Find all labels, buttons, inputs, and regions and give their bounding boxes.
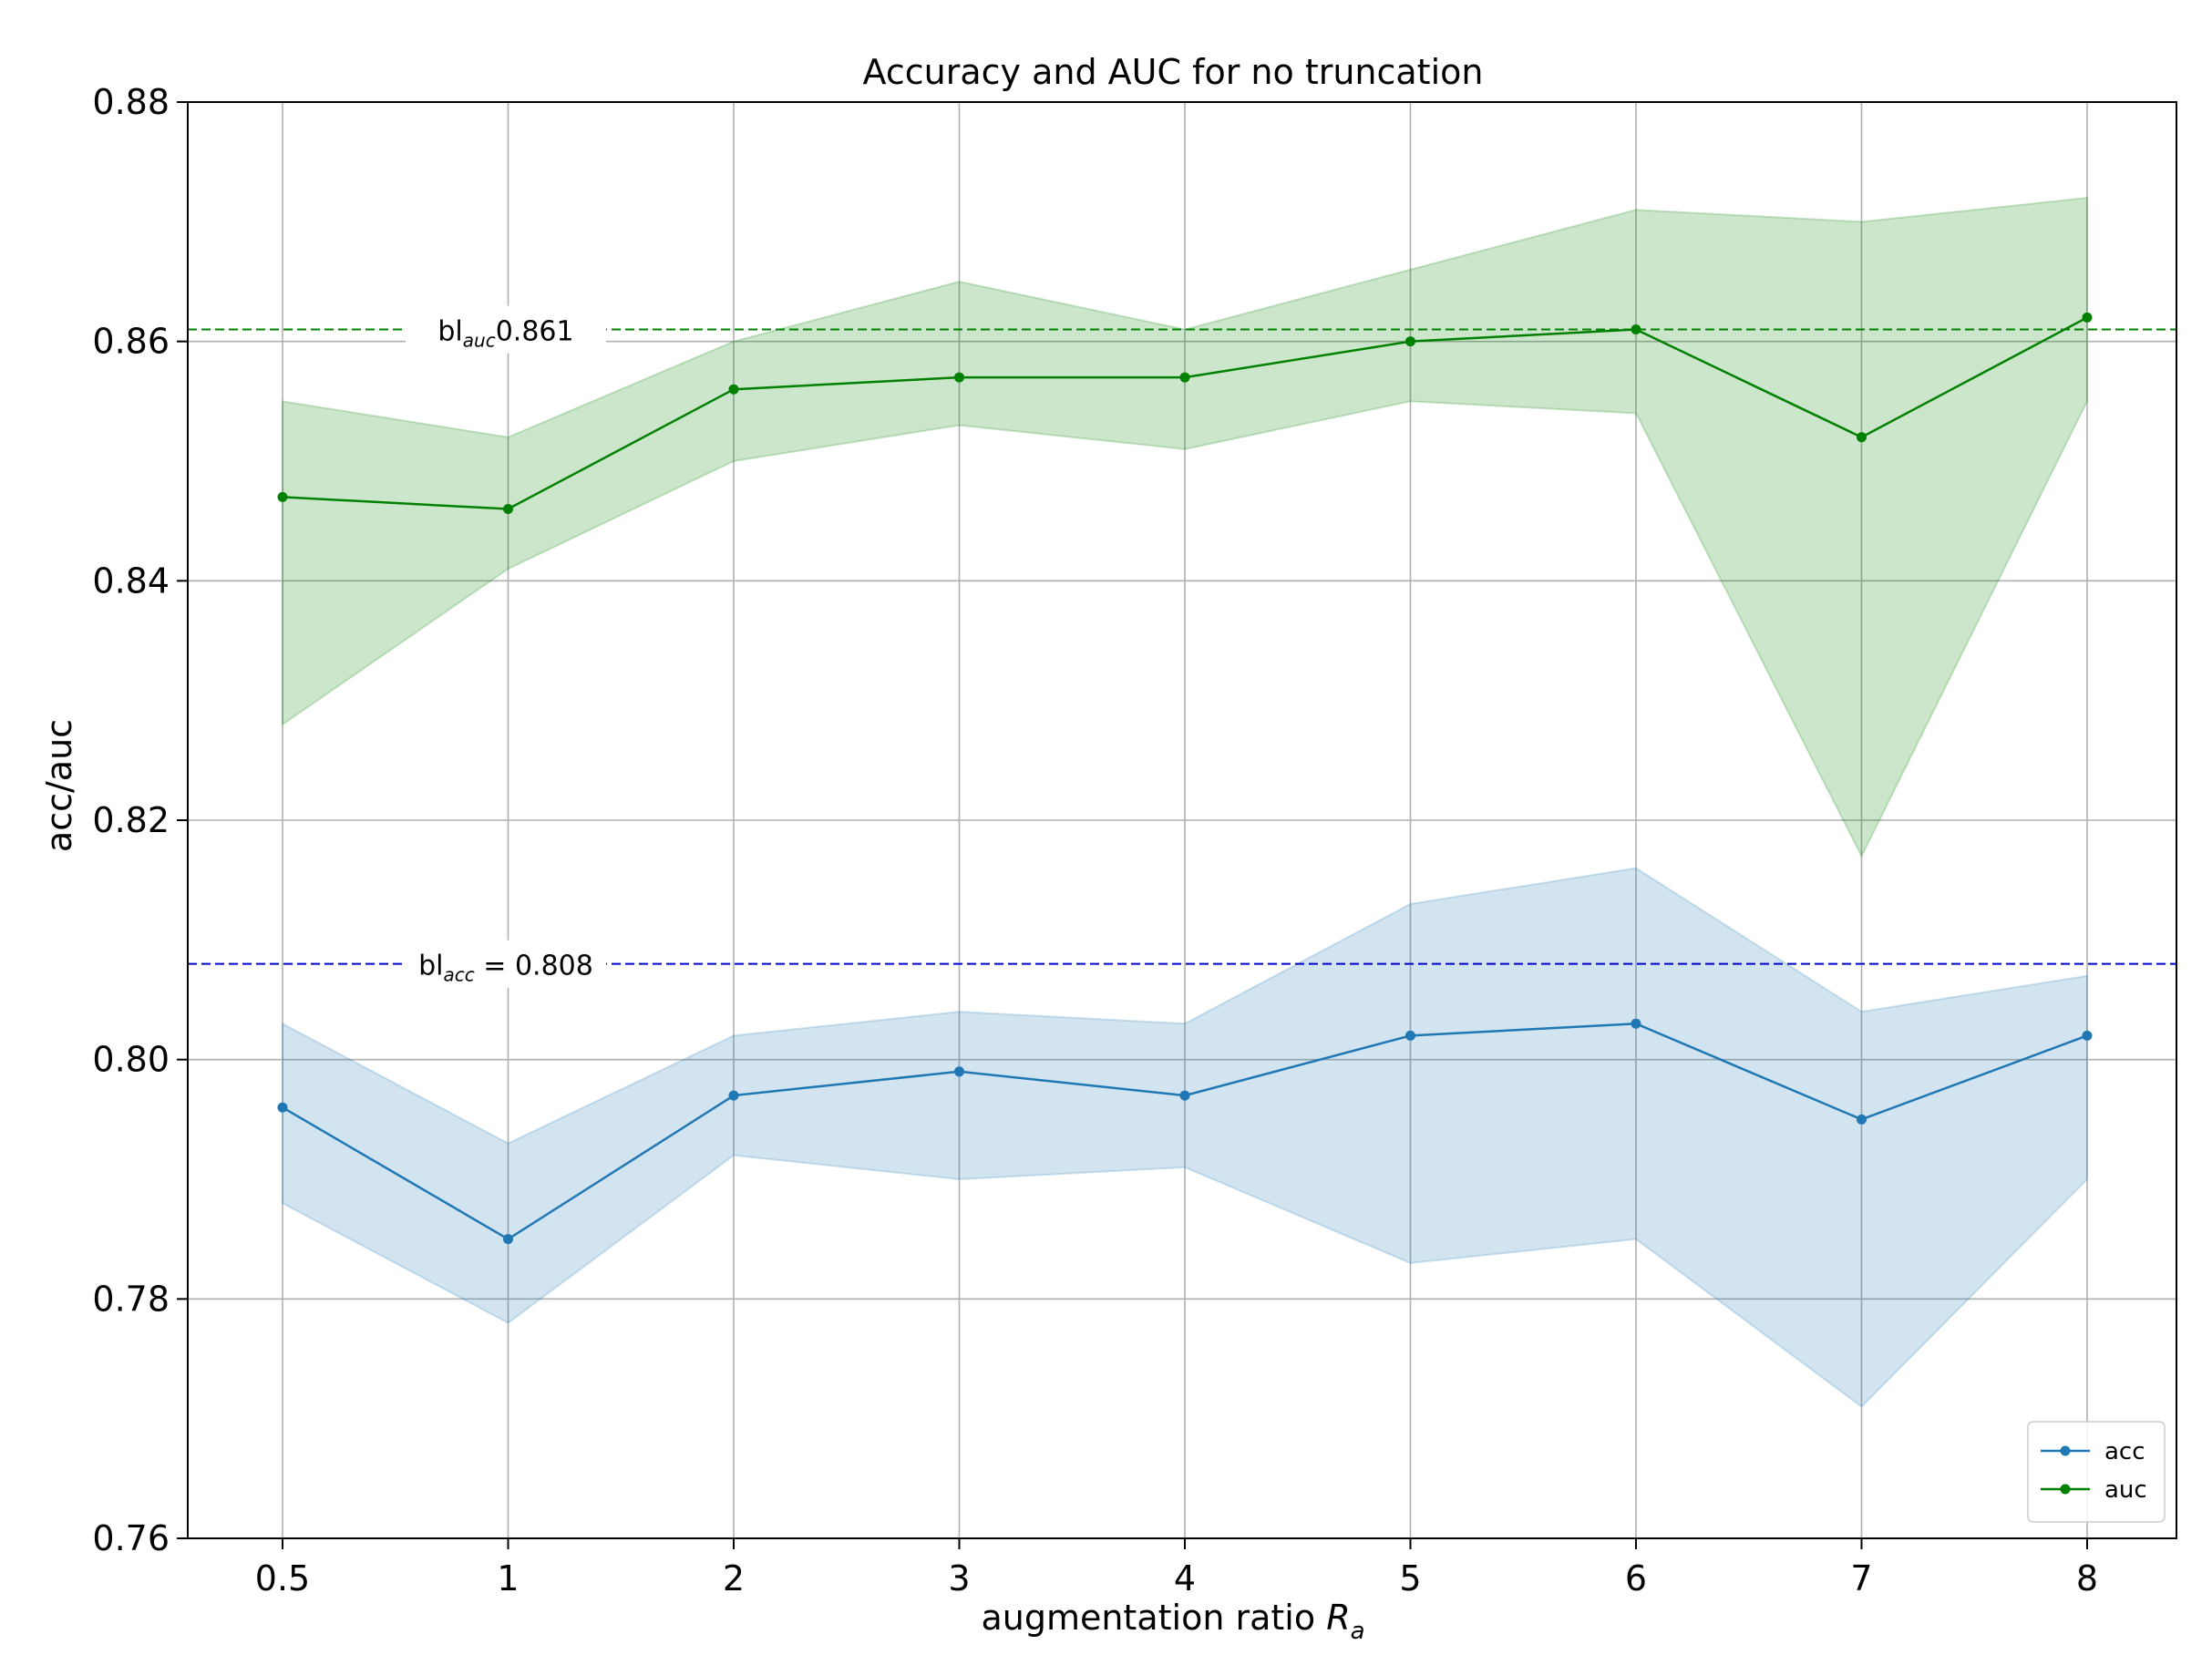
legend-marker-auc (2060, 1484, 2071, 1495)
auc-point (1179, 372, 1190, 383)
auc-point (1857, 432, 1867, 443)
baselines: blauc0.861 blacc = 0.808 (188, 305, 2176, 988)
chart-title: Accuracy and AUC for no truncation (863, 52, 1484, 92)
acc-point (1179, 1090, 1190, 1101)
acc-point (1857, 1114, 1867, 1125)
auc-point (1631, 324, 1641, 335)
legend-label-auc: auc (2104, 1476, 2147, 1504)
y-tick-label: 0.82 (92, 800, 170, 840)
y-tick-label: 0.76 (92, 1518, 170, 1558)
y-tick-label: 0.86 (92, 322, 170, 362)
x-tick-label: 3 (948, 1558, 970, 1598)
x-tick-label: 4 (1174, 1558, 1196, 1598)
confidence-bands (282, 196, 2088, 1408)
acc-point (1631, 1018, 1641, 1029)
legend-label-acc: acc (2104, 1438, 2145, 1465)
baseline-label-bg-auc (406, 305, 606, 354)
y-tick-label: 0.78 (92, 1279, 170, 1319)
auc-point (2082, 312, 2093, 323)
auc-point (954, 372, 964, 383)
y-tick-label: 0.88 (92, 82, 170, 122)
y-tick-label: 0.80 (92, 1040, 170, 1080)
acc-point (728, 1090, 739, 1101)
baseline-label-auc: blauc0.861 (437, 316, 573, 352)
auc-point (728, 384, 739, 395)
auc-point (503, 504, 513, 515)
auc-point (1405, 336, 1415, 347)
auc-band (282, 196, 2088, 858)
x-tick-label: 5 (1399, 1558, 1421, 1598)
x-axis-label-symbol: R (1326, 1598, 1350, 1638)
legend: acc auc (2027, 1421, 2166, 1523)
x-axis-label-text: augmentation ratio (981, 1598, 1315, 1638)
x-tick-label: 6 (1625, 1558, 1647, 1598)
acc-point (1405, 1030, 1415, 1041)
series-lines (277, 312, 2093, 1245)
acc-point (503, 1234, 513, 1245)
y-axis-label: acc/auc (39, 719, 79, 852)
legend-box (2027, 1421, 2166, 1523)
legend-marker-acc (2060, 1445, 2071, 1456)
x-tick-label: 7 (1850, 1558, 1872, 1598)
auc-point (277, 491, 288, 502)
acc-point (954, 1066, 964, 1077)
x-tick-label: 2 (723, 1558, 745, 1598)
x-tick-label: 8 (2076, 1558, 2098, 1598)
x-tick-label: 1 (497, 1558, 519, 1598)
y-tick-label: 0.84 (92, 560, 170, 601)
acc-band (282, 867, 2088, 1408)
x-axis-label: augmentation ratio Ra (981, 1598, 1364, 1645)
acc-point (277, 1102, 288, 1113)
baseline-label-acc: blacc = 0.808 (418, 951, 593, 986)
x-tick-label: 0.5 (255, 1558, 310, 1598)
baseline-label-bg-acc (406, 940, 606, 988)
axis-ticks: 0.5 1 2 3 4 5 6 7 8 0.76 0.78 0.80 0.82 0.84 0.86 0.88 (92, 82, 2098, 1598)
acc-point (2082, 1030, 2093, 1041)
x-axis-label-subscript: a (1351, 1618, 1365, 1645)
